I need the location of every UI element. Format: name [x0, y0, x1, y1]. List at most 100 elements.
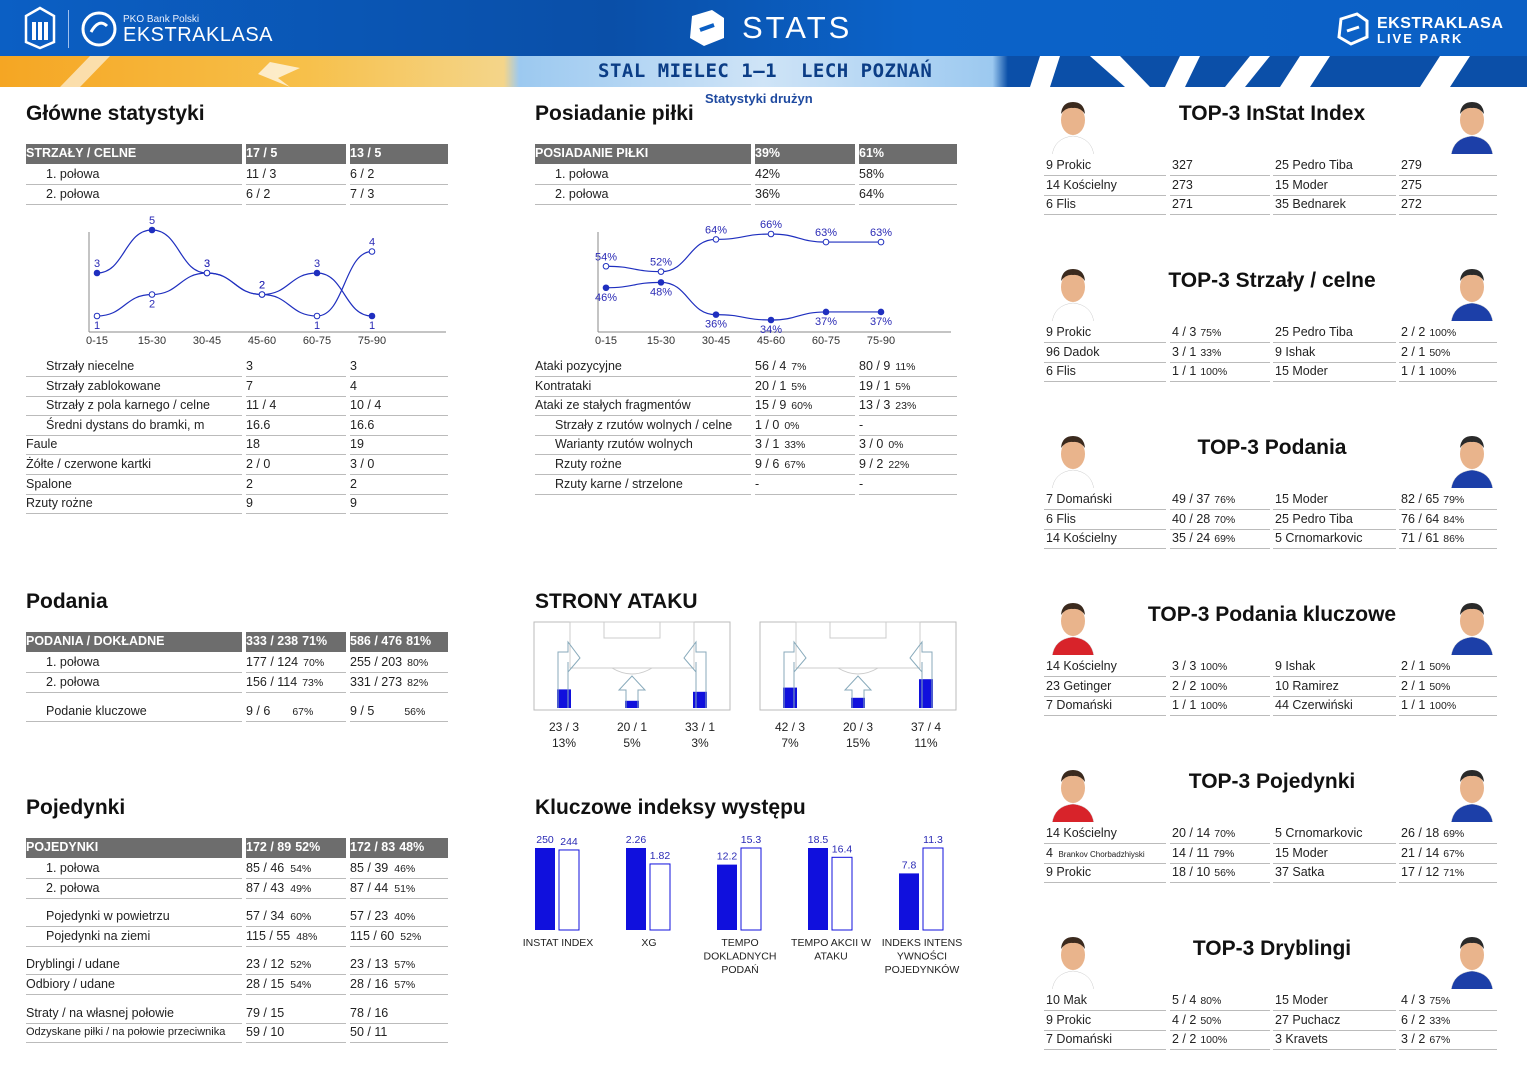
- table-row: Podanie kluczowe 9 / 6 67% 9 / 5 56%: [26, 702, 448, 722]
- label-text: Kontrataki: [535, 378, 592, 393]
- value-text: 28 / 15: [246, 977, 285, 991]
- header-cell: 586 / 476 81%: [350, 632, 448, 652]
- table-row: Straty / na własnej połowie 79 / 15 78 / 1…: [26, 1004, 448, 1024]
- player-name: 9 Ishak: [1275, 659, 1316, 673]
- top3-cell: 5 / 4 80%: [1170, 991, 1270, 1011]
- player-value: 14 / 11: [1172, 845, 1210, 860]
- player-name: 15 Moder: [1275, 177, 1328, 192]
- label-text: Strzały niecelne: [46, 359, 135, 373]
- label-text: 2. połowa: [46, 187, 100, 201]
- top3-cell: 9 Prokic: [1044, 1011, 1166, 1031]
- table-row: Rzuty rożne 9 9: [26, 494, 448, 515]
- table-row: Odzyskane piłki / na połowie przeciwnika…: [26, 1023, 448, 1044]
- top3-cell: 20 / 14 70%: [1170, 824, 1270, 844]
- away-value: 80 / 9 11%: [859, 357, 957, 377]
- top3-cell: 37 Satka: [1273, 863, 1396, 884]
- table-row: Strzały z rzutów wolnych / celne 1 / 0 0% -: [535, 416, 957, 436]
- header-cell: 172 / 89 52%: [246, 838, 346, 858]
- label-text: Ataki ze stałych fragmentów: [535, 398, 691, 413]
- top3-cell: 14 Kościelny: [1044, 657, 1166, 677]
- row-label: Straty / na własnej połowie: [26, 1004, 242, 1024]
- home-value: 56 / 4 7%: [755, 357, 855, 377]
- penalty-arc: [837, 667, 879, 675]
- player-pct: 33%: [1200, 346, 1222, 359]
- player-value: 327: [1172, 158, 1193, 172]
- player-name: 14 Kościelny: [1046, 531, 1117, 546]
- top3-cell: 7 Domański: [1044, 696, 1166, 717]
- value-text: -: [859, 417, 864, 432]
- attack-side-value: 33 / 1: [685, 720, 715, 734]
- data-point: [822, 238, 830, 246]
- player-pct: 100%: [1200, 661, 1228, 673]
- player-value: 21 / 14: [1401, 845, 1440, 860]
- value-text: 80 / 9: [859, 359, 891, 373]
- away-value: 28 / 16 57%: [350, 975, 448, 995]
- data-point: [602, 262, 610, 270]
- label-text: Faule: [26, 437, 58, 452]
- pct-text: 7%: [791, 361, 807, 373]
- player-pct: 71%: [1443, 867, 1465, 880]
- x-tick-label: 75-90: [867, 335, 895, 347]
- home-index-label: 2.26: [626, 834, 647, 846]
- player-avatar: [1052, 102, 1094, 154]
- row-label: Odzyskane piłki / na połowie przeciwnika: [26, 1023, 242, 1044]
- label-text: Rzuty rożne: [26, 496, 93, 511]
- top3-cell: 5 Crnomarkovic: [1273, 529, 1396, 550]
- home-value: 3 / 1 33%: [755, 435, 855, 456]
- pct-text: 0%: [784, 419, 800, 432]
- table-row: 2. połowa 156 / 114 73% 331 / 273 82%: [26, 673, 448, 693]
- top3-cell: 15 Moder: [1273, 176, 1396, 196]
- table-row: Faule 18 19: [26, 435, 448, 456]
- away-value: 6 / 2: [350, 165, 448, 185]
- data-point: [822, 308, 830, 316]
- value-text: 79 / 15: [246, 1005, 285, 1020]
- label-text: Średni dystans do bramki, m: [46, 417, 205, 432]
- data-label: 34%: [760, 324, 782, 336]
- home-value: 2: [246, 475, 346, 495]
- header-text: 17 / 5: [246, 146, 278, 160]
- pct-text: 5%: [791, 380, 807, 393]
- value-text: 3: [350, 359, 357, 373]
- category-label: DOKLADNYCH: [704, 951, 777, 963]
- home-value: 36%: [755, 185, 855, 205]
- pct-text: 49%: [290, 882, 312, 895]
- label-text: Odzyskane piłki / na połowie przeciwnika: [26, 1026, 226, 1039]
- away-value: 2: [350, 475, 448, 495]
- label-text: 1. połowa: [555, 167, 609, 181]
- player-name: 6 Flis: [1046, 511, 1076, 526]
- ekstraklasa-logo-icon: [81, 11, 117, 47]
- value-text: 58%: [859, 167, 885, 181]
- player-name: 9 Prokic: [1046, 158, 1092, 172]
- attack-side-bar: [625, 700, 639, 708]
- row-label: Rzuty rożne: [26, 494, 242, 515]
- label-text: 2. połowa: [555, 187, 609, 201]
- player-value: 3 / 3: [1172, 659, 1197, 673]
- key-indexes-chart: 250 244 INSTAT INDEX 2.261.82 XG 12.215.3 TEMP…: [523, 834, 963, 976]
- table-row: 2. połowa 87 / 43 49% 87 / 44 51%: [26, 879, 448, 899]
- team-stats-subtitle: Statystyki drużyn: [705, 91, 813, 106]
- attack-side-bar: [783, 687, 797, 708]
- series-line: [605, 233, 881, 273]
- pct-text: 73%: [302, 677, 324, 689]
- attack-side-bar: [851, 697, 865, 708]
- row-label: 2. połowa: [535, 185, 751, 205]
- away-value: 50 / 11: [350, 1023, 448, 1044]
- value-text: 3 / 0: [859, 437, 884, 452]
- top3-cell: 6 Flis: [1044, 195, 1166, 216]
- header-cell: 13 / 5: [350, 144, 448, 164]
- value-text: 9 / 6: [246, 704, 271, 718]
- player-pct: 79%: [1213, 847, 1235, 860]
- value-text: 15 / 9: [755, 398, 787, 413]
- value-text: 7 / 3: [350, 187, 375, 201]
- data-point: [602, 284, 610, 292]
- row-label: 1. połowa: [26, 165, 242, 185]
- value-text: 2: [350, 476, 357, 491]
- pct-text: 0%: [888, 439, 904, 452]
- table-row: Strzały niecelne 3 3: [26, 357, 448, 377]
- away-index-bar: [831, 856, 853, 931]
- pct-text: 40%: [394, 911, 416, 924]
- row-label: Pojedynki na ziemi: [26, 927, 242, 947]
- pct-text: 52%: [400, 930, 422, 943]
- top3-cell: 9 Prokic: [1044, 863, 1166, 884]
- player-value: 49 / 37: [1172, 492, 1211, 506]
